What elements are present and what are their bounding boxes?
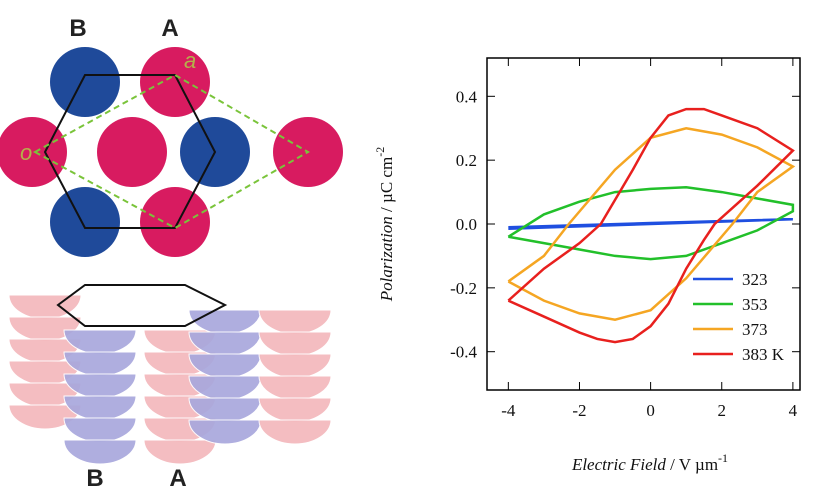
hemisphere [259, 420, 331, 444]
x-tick-label: -2 [572, 401, 586, 420]
y-label-unit: / µC cm [377, 157, 396, 216]
figure: B A a o B A Electric Field / V µm-1 Pola… [0, 0, 814, 488]
hemisphere [259, 376, 331, 400]
legend-label: 383 K [742, 345, 785, 364]
hemisphere [64, 440, 136, 464]
y-tick-label: 0.2 [456, 151, 477, 170]
hemisphere [144, 440, 216, 464]
x-tick-label: 0 [646, 401, 655, 420]
series-line [508, 219, 793, 229]
y-label-italic: Polarization [377, 216, 396, 302]
label: A [161, 15, 178, 42]
label: B [86, 465, 103, 488]
legend-label: 373 [742, 320, 768, 339]
x-axis-label: Electric Field / V µm-1 [571, 451, 728, 474]
lattice-label: a [184, 48, 196, 73]
hemisphere [259, 332, 331, 356]
site-a [140, 187, 210, 257]
site-b [50, 47, 120, 117]
y-tick-label: -0.2 [450, 279, 477, 298]
legend-label: 323 [742, 270, 768, 289]
y-tick-label: 0.4 [456, 87, 478, 106]
hemisphere [64, 418, 136, 442]
label: B [69, 15, 86, 42]
x-label-sup: -1 [718, 451, 728, 465]
y-label-sup: -2 [373, 147, 387, 157]
hemisphere [259, 310, 331, 334]
column-stacks [9, 295, 331, 464]
legend-label: 353 [742, 295, 768, 314]
x-tick-label: -4 [501, 401, 516, 420]
lattice-diagram: B A a o B A [0, 15, 343, 488]
hemisphere [259, 398, 331, 422]
hemisphere [259, 354, 331, 378]
x-label-unit: / V µm [666, 455, 718, 474]
site-a [97, 117, 167, 187]
y-tick-label: 0.0 [456, 215, 477, 234]
lattice-label: o [20, 140, 32, 165]
site-b [50, 187, 120, 257]
y-tick-label: -0.4 [450, 343, 477, 362]
y-axis-label: Polarization / µC cm-2 [373, 147, 396, 302]
x-tick-label: 4 [789, 401, 798, 420]
label: A [169, 465, 186, 488]
x-label-italic: Electric Field [571, 455, 666, 474]
chart: Electric Field / V µm-1 Polarization / µ… [373, 58, 800, 474]
site-a [140, 47, 210, 117]
x-tick-label: 2 [718, 401, 727, 420]
